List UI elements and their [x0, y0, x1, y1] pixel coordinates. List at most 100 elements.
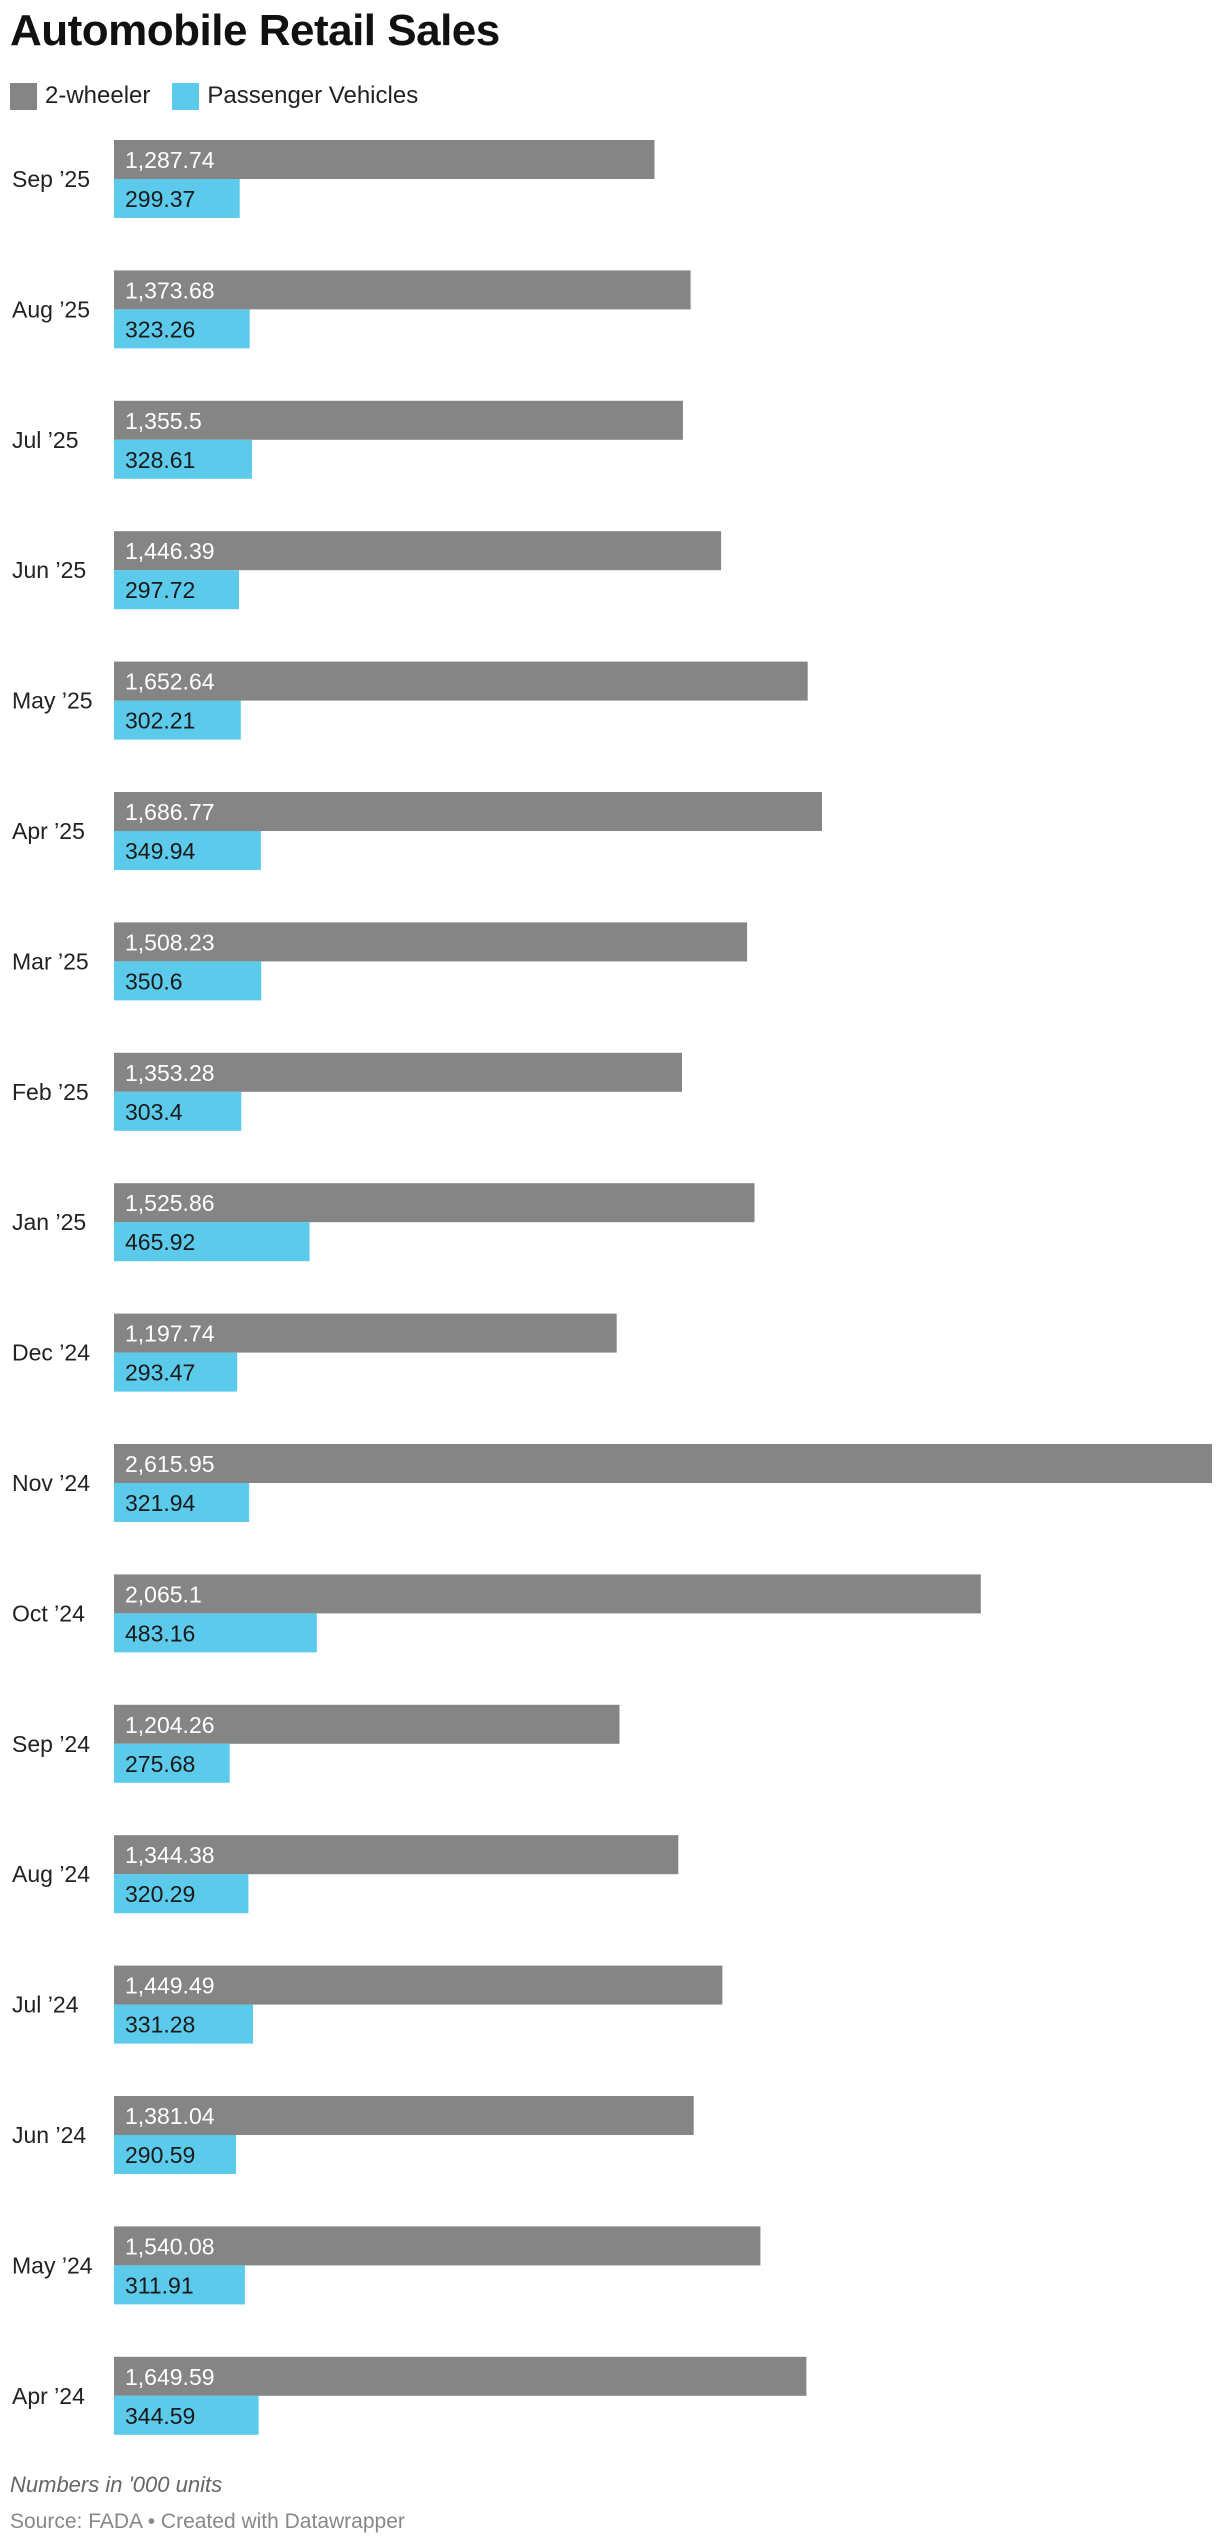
bar-value-label: 328.61 — [125, 447, 195, 473]
category-label: Apr ’25 — [12, 818, 85, 844]
bar-group-aug-25: Aug ’25 1,373.68 323.26 — [12, 270, 691, 349]
bar-value-label: 321.94 — [125, 1490, 196, 1516]
bar-value-label: 1,449.49 — [125, 1973, 215, 1999]
category-label: Aug ’25 — [12, 296, 90, 322]
bar-value-label: 349.94 — [125, 838, 196, 864]
bar-2-wheeler — [114, 1965, 723, 2005]
bar-2-wheeler — [114, 1052, 682, 1092]
bar-group-may-24: May ’24 1,540.08 311.91 — [12, 2226, 761, 2305]
bar-2-wheeler — [114, 2096, 694, 2135]
legend-swatch-2-wheeler — [10, 82, 37, 110]
bar-passenger-vehicles — [114, 1352, 238, 1392]
bar-2-wheeler — [114, 661, 808, 701]
legend-swatch-passenger-vehicles — [172, 82, 200, 110]
bar-passenger-vehicles — [114, 700, 241, 740]
category-label: Oct ’24 — [12, 1600, 85, 1626]
category-label: May ’24 — [12, 2252, 93, 2278]
category-label: Jul ’25 — [12, 427, 78, 453]
bar-2-wheeler — [114, 270, 691, 310]
bar-passenger-vehicles — [114, 1874, 249, 1914]
bar-passenger-vehicles — [114, 1222, 310, 1262]
legend-item-passenger-vehicles: Passenger Vehicles — [172, 82, 418, 110]
bar-passenger-vehicles — [114, 2004, 253, 2044]
bar-value-label: 1,652.64 — [125, 669, 215, 695]
bar-value-label: 311.91 — [125, 2272, 194, 2298]
bar-2-wheeler — [114, 2356, 807, 2396]
bar-2-wheeler — [114, 140, 655, 179]
bar-value-label: 302.21 — [125, 708, 195, 734]
chart-note: Numbers in '000 units — [10, 2472, 223, 2497]
bar-passenger-vehicles — [114, 961, 262, 1001]
bar-passenger-vehicles — [114, 1091, 242, 1131]
category-label: Jun ’24 — [12, 2122, 86, 2148]
bar-2-wheeler — [114, 400, 683, 440]
bar-2-wheeler — [114, 792, 822, 831]
bar-group-jan-25: Jan ’25 1,525.86 465.92 — [12, 1183, 755, 1262]
bar-value-label: 275.68 — [125, 1751, 195, 1777]
bar-passenger-vehicles — [114, 439, 252, 479]
bar-value-label: 1,344.38 — [125, 1842, 215, 1868]
category-label: Jul ’24 — [12, 1992, 79, 2018]
bar-value-label: 1,525.86 — [125, 1190, 215, 1216]
bar-group-feb-25: Feb ’25 1,353.28 303.4 — [12, 1052, 682, 1131]
bar-value-label: 331.28 — [125, 2012, 195, 2038]
bar-group-jun-24: Jun ’24 1,381.04 290.59 — [12, 2096, 694, 2174]
bar-value-label: 465.92 — [125, 1229, 195, 1255]
bar-passenger-vehicles — [114, 1613, 317, 1653]
bar-value-label: 1,287.74 — [125, 147, 215, 173]
bar-value-label: 1,355.5 — [125, 408, 202, 434]
chart-legend: 2-wheeler Passenger Vehicles — [10, 82, 440, 110]
bar-value-label: 2,065.1 — [125, 1581, 202, 1607]
bar-group-aug-24: Aug ’24 1,344.38 320.29 — [12, 1835, 679, 1914]
bar-group-nov-24: Nov ’24 2,615.95 321.94 — [12, 1444, 1212, 1522]
bar-value-label: 344.59 — [125, 2403, 195, 2429]
bar-2-wheeler — [114, 1183, 755, 1223]
bar-group-oct-24: Oct ’24 2,065.1 483.16 — [12, 1574, 981, 1653]
bar-2-wheeler — [114, 1574, 981, 1614]
bar-2-wheeler — [114, 2226, 761, 2266]
bar-value-label: 323.26 — [125, 316, 195, 342]
bar-value-label: 1,686.77 — [125, 799, 215, 825]
bar-value-label: 299.37 — [125, 186, 195, 212]
category-label: Dec ’24 — [12, 1340, 90, 1366]
bar-passenger-vehicles — [114, 309, 250, 349]
bar-passenger-vehicles — [114, 179, 240, 218]
bar-value-label: 2,615.95 — [125, 1451, 215, 1477]
bar-value-label: 1,649.59 — [125, 2364, 215, 2390]
category-label: Jun ’25 — [12, 557, 86, 583]
bar-group-may-25: May ’25 1,652.64 302.21 — [12, 661, 808, 740]
bar-value-label: 293.47 — [125, 1360, 195, 1386]
bar-2-wheeler — [114, 1704, 620, 1744]
bar-value-label: 1,373.68 — [125, 277, 215, 303]
bar-group-sep-24: Sep ’24 1,204.26 275.68 — [12, 1704, 620, 1783]
chart-source: Source: FADA • Created with Datawrapper — [10, 2510, 405, 2533]
category-label: Sep ’25 — [12, 166, 90, 192]
category-label: Sep ’24 — [12, 1731, 90, 1757]
bar-value-label: 1,381.04 — [125, 2103, 215, 2129]
bar-value-label: 1,508.23 — [125, 929, 215, 955]
bar-passenger-vehicles — [114, 570, 239, 610]
bar-passenger-vehicles — [114, 2395, 259, 2435]
bar-chart-plot: Sep ’25 1,287.74 299.37 Aug ’25 1,373.68 323.… — [12, 140, 1212, 2435]
legend-item-2-wheeler: 2-wheeler — [10, 82, 150, 110]
bar-value-label: 350.6 — [125, 968, 183, 994]
bar-group-apr-24: Apr ’24 1,649.59 344.59 — [12, 2356, 807, 2435]
category-label: Apr ’24 — [12, 2383, 85, 2409]
bar-group-sep-25: Sep ’25 1,287.74 299.37 — [12, 140, 655, 218]
chart-title: Automobile Retail Sales — [10, 6, 500, 55]
bar-2-wheeler — [114, 1313, 617, 1353]
bar-group-jul-25: Jul ’25 1,355.5 328.61 — [12, 400, 683, 479]
bar-value-label: 1,204.26 — [125, 1712, 215, 1738]
legend-label-passenger-vehicles: Passenger Vehicles — [207, 82, 419, 109]
bar-value-label: 1,197.74 — [125, 1321, 215, 1347]
bar-passenger-vehicles — [114, 2265, 245, 2305]
bar-2-wheeler — [114, 531, 722, 571]
bar-value-label: 1,446.39 — [125, 538, 215, 564]
bar-group-dec-24: Dec ’24 1,197.74 293.47 — [12, 1313, 617, 1392]
bar-group-jul-24: Jul ’24 1,449.49 331.28 — [12, 1965, 723, 2044]
bar-value-label: 297.72 — [125, 577, 195, 603]
category-label: Nov ’24 — [12, 1470, 90, 1496]
category-label: May ’25 — [12, 688, 93, 714]
bar-2-wheeler — [114, 1444, 1212, 1483]
legend-label-2-wheeler: 2-wheeler — [45, 82, 151, 109]
